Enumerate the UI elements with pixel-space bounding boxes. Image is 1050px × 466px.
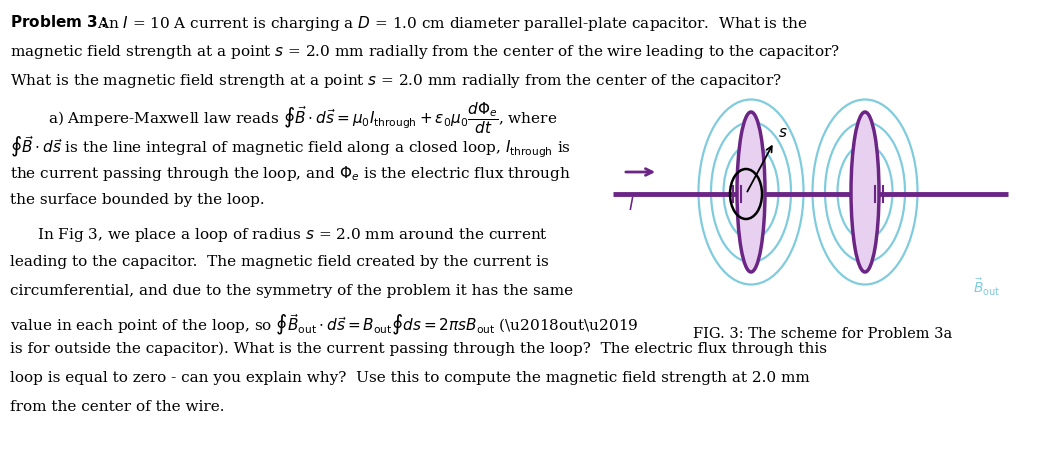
Text: In Fig 3, we place a loop of radius $s$ = 2.0 mm around the current: In Fig 3, we place a loop of radius $s$ … xyxy=(37,226,548,244)
Text: the current passing through the loop, and $\Phi_e$ is the electric flux through: the current passing through the loop, an… xyxy=(10,164,571,183)
Text: value in each point of the loop, so $\oint \vec{B}_\mathrm{out} \cdot d\vec{s} =: value in each point of the loop, so $\oi… xyxy=(10,313,638,338)
Text: What is the magnetic field strength at a point $s$ = 2.0 mm radially from the ce: What is the magnetic field strength at a… xyxy=(10,72,781,90)
Text: An $I$ = 10 A current is charging a $D$ = 1.0 cm diameter parallel-plate capacit: An $I$ = 10 A current is charging a $D$ … xyxy=(97,14,807,33)
Text: from the center of the wire.: from the center of the wire. xyxy=(10,400,225,414)
Text: the surface bounded by the loop.: the surface bounded by the loop. xyxy=(10,193,265,207)
Text: $\vec{B}_\mathrm{out}$: $\vec{B}_\mathrm{out}$ xyxy=(973,277,1001,298)
Text: $\mathbf{Problem\ 3:}$: $\mathbf{Problem\ 3:}$ xyxy=(10,14,107,30)
Text: circumferential, and due to the symmetry of the problem it has the same: circumferential, and due to the symmetry… xyxy=(10,284,573,298)
Text: $\oint \vec{B}\cdot d\vec{s}$ is the line integral of magnetic field along a clo: $\oint \vec{B}\cdot d\vec{s}$ is the lin… xyxy=(10,135,571,160)
Text: magnetic field strength at a point $s$ = 2.0 mm radially from the center of the : magnetic field strength at a point $s$ =… xyxy=(10,43,840,61)
Text: a) Ampere-Maxwell law reads $\oint \vec{B} \cdot d\vec{s} = \mu_0 I_\mathrm{thro: a) Ampere-Maxwell law reads $\oint \vec{… xyxy=(48,101,558,137)
Ellipse shape xyxy=(737,112,765,272)
Text: FIG. 3: The scheme for Problem 3a: FIG. 3: The scheme for Problem 3a xyxy=(693,327,952,341)
Text: is for outside the capacitor). What is the current passing through the loop?  Th: is for outside the capacitor). What is t… xyxy=(10,342,827,356)
Text: leading to the capacitor.  The magnetic field created by the current is: leading to the capacitor. The magnetic f… xyxy=(10,255,549,269)
Text: $s$: $s$ xyxy=(778,126,788,140)
Text: $I$: $I$ xyxy=(628,197,634,214)
Text: loop is equal to zero - can you explain why?  Use this to compute the magnetic f: loop is equal to zero - can you explain … xyxy=(10,371,810,385)
Ellipse shape xyxy=(850,112,879,272)
